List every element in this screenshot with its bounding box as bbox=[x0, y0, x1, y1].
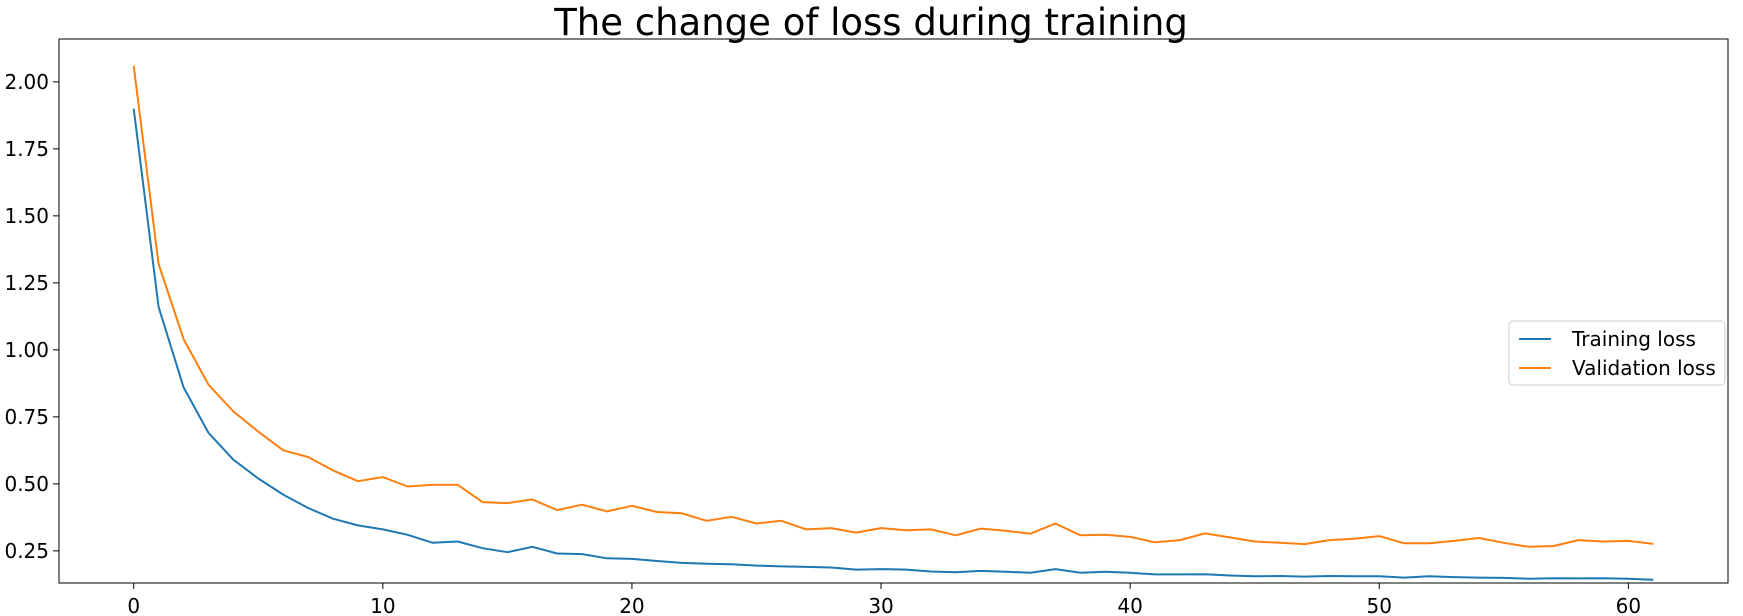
series-line-validation-loss bbox=[132, 65, 1654, 548]
x-tick-label: 50 bbox=[1367, 594, 1392, 616]
x-tick-label: 40 bbox=[1117, 594, 1142, 616]
legend-label: Training loss bbox=[1571, 327, 1696, 351]
legend-label: Validation loss bbox=[1572, 356, 1716, 380]
legend-box bbox=[1508, 320, 1726, 386]
plot-frame bbox=[58, 38, 1729, 584]
y-tick-label: 1.75 bbox=[4, 137, 49, 161]
y-tick-label: 2.00 bbox=[4, 70, 49, 94]
x-tick-label: 60 bbox=[1616, 594, 1641, 616]
y-tick-label: 0.50 bbox=[4, 472, 49, 496]
y-tick-label: 0.25 bbox=[4, 539, 49, 563]
x-tick-label: 0 bbox=[127, 594, 140, 616]
y-tick-label: 1.25 bbox=[4, 271, 49, 295]
y-tick-label: 1.00 bbox=[4, 338, 49, 362]
x-tick-label: 10 bbox=[370, 594, 395, 616]
series-line-training-loss bbox=[132, 108, 1654, 581]
series-layer bbox=[132, 65, 1654, 581]
x-tick-label: 20 bbox=[619, 594, 644, 616]
x-tick-label: 30 bbox=[868, 594, 893, 616]
y-tick-label: 1.50 bbox=[4, 204, 49, 228]
y-tick-label: 0.75 bbox=[4, 405, 49, 429]
axes-layer: 0 10 20 30 40 50 60 0.25 0.50 0.75 1.00 1.25 1.50 1.7… bbox=[4, 38, 1729, 616]
chart-legend: Training loss Validation loss bbox=[1508, 320, 1726, 386]
chart-title: The change of loss during training bbox=[553, 1, 1188, 44]
